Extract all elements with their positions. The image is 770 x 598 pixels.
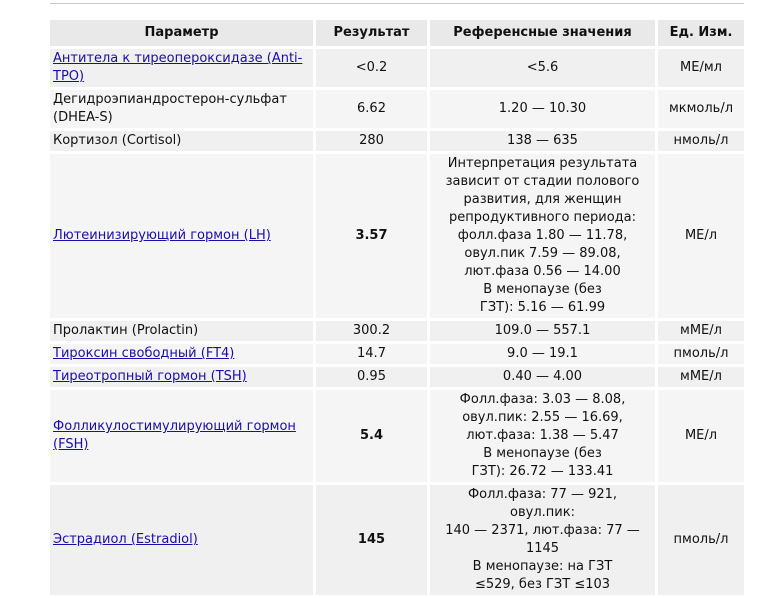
reference-line: В менопаузе (без <box>483 282 602 297</box>
row-result: 3.57 <box>316 154 430 318</box>
row-unit: пмоль/л <box>658 485 744 595</box>
header-row: Параметр Результат Референсные значения … <box>50 20 744 46</box>
row-reference: 109.0 — 557.1 <box>430 321 658 341</box>
table-row: Эстрадиол (Estradiol) 145 Фолл.фаза: 77 … <box>50 485 744 595</box>
table-row: Лютеинизирующий гормон (LH) 3.57 Интерпр… <box>50 154 744 318</box>
row-result: 145 <box>316 485 430 595</box>
row-parameter: Фолликулостимулирующий гормон (FSH) <box>50 390 316 482</box>
reference-line: 138 — 635 <box>507 133 578 148</box>
reference-line: 109.0 — 557.1 <box>494 323 591 338</box>
row-result: 300.2 <box>316 321 430 341</box>
parameter-link[interactable]: Лютеинизирующий гормон (LH) <box>53 228 271 243</box>
table-row: Фолликулостимулирующий гормон (FSH) 5.4 … <box>50 390 744 482</box>
parameter-text: Дегидроэпиандростерон-сульфат (DHEA-S) <box>53 92 287 125</box>
reference-line: ГЗТ): 26.72 — 133.41 <box>471 464 614 479</box>
row-parameter: Кортизол (Cortisol) <box>50 131 316 151</box>
row-reference: <5.6 <box>430 49 658 87</box>
reference-line: 0.40 — 4.00 <box>502 369 583 384</box>
row-reference: 138 — 635 <box>430 131 658 151</box>
reference-line: фолл.фаза 1.80 — 11.78, <box>457 228 628 243</box>
row-reference: 9.0 — 19.1 <box>430 344 658 364</box>
reference-line: 140 — 2371, лют.фаза: 77 — 1145 <box>445 523 640 556</box>
top-divider <box>50 3 744 4</box>
row-unit: мМЕ/л <box>658 321 744 341</box>
row-result: 14.7 <box>316 344 430 364</box>
table-row: Кортизол (Cortisol) 280 138 — 635 нмоль/… <box>50 131 744 151</box>
parameter-text: Кортизол (Cortisol) <box>53 133 182 148</box>
parameter-link[interactable]: Антитела к тиреопероксидазе (Anti-TPO) <box>53 51 303 84</box>
row-parameter: Антитела к тиреопероксидазе (Anti-TPO) <box>50 49 316 87</box>
row-unit: МЕ/л <box>658 390 744 482</box>
row-parameter: Тироксин свободный (FT4) <box>50 344 316 364</box>
row-parameter: Дегидроэпиандростерон-сульфат (DHEA-S) <box>50 90 316 128</box>
row-reference: 1.20 — 10.30 <box>430 90 658 128</box>
reference-line: Интерпретация результата <box>447 156 638 171</box>
reference-line: развития, для женщин <box>463 192 622 207</box>
table-row: Тироксин свободный (FT4) 14.7 9.0 — 19.1… <box>50 344 744 364</box>
row-unit: мкмоль/л <box>658 90 744 128</box>
row-unit: нмоль/л <box>658 131 744 151</box>
reference-line: овул.пик: 2.55 — 16.69, <box>462 410 623 425</box>
row-result: 5.4 <box>316 390 430 482</box>
row-reference: 0.40 — 4.00 <box>430 367 658 387</box>
reference-line: ≤529, без ГЗТ ≤103 <box>474 577 611 592</box>
reference-line: В менопаузе: на ГЗТ <box>472 559 613 574</box>
table-row: Тиреотропный гормон (TSH) 0.95 0.40 — 4.… <box>50 367 744 387</box>
row-parameter: Тиреотропный гормон (TSH) <box>50 367 316 387</box>
row-unit: МЕ/л <box>658 154 744 318</box>
reference-line: лют.фаза: 1.38 — 5.47 <box>466 428 619 443</box>
row-parameter: Эстрадиол (Estradiol) <box>50 485 316 595</box>
row-reference: Интерпретация результата зависит от стад… <box>430 154 658 318</box>
reference-line: Фолл.фаза: 3.03 — 8.08, <box>459 392 626 407</box>
row-result: 0.95 <box>316 367 430 387</box>
parameter-link[interactable]: Эстрадиол (Estradiol) <box>53 532 198 547</box>
header-result: Результат <box>316 20 430 46</box>
row-result: <0.2 <box>316 49 430 87</box>
row-result: 6.62 <box>316 90 430 128</box>
row-reference: Фолл.фаза: 77 — 921, овул.пик: 140 — 237… <box>430 485 658 595</box>
parameter-link[interactable]: Фолликулостимулирующий гормон (FSH) <box>53 419 296 452</box>
reference-line: 1.20 — 10.30 <box>498 101 587 116</box>
reference-line: Фолл.фаза: 77 — 921, овул.пик: <box>467 487 618 520</box>
table-row: Дегидроэпиандростерон-сульфат (DHEA-S) 6… <box>50 90 744 128</box>
row-parameter: Пролактин (Prolactin) <box>50 321 316 341</box>
reference-line: зависит от стадии полового <box>445 174 640 189</box>
reference-line: репродуктивного периода: <box>448 210 637 225</box>
row-reference: Фолл.фаза: 3.03 — 8.08, овул.пик: 2.55 —… <box>430 390 658 482</box>
header-unit: Ед. Изм. <box>658 20 744 46</box>
parameter-link[interactable]: Тиреотропный гормон (TSH) <box>53 369 247 384</box>
table-row: Антитела к тиреопероксидазе (Anti-TPO) <… <box>50 49 744 87</box>
row-unit: мМЕ/л <box>658 367 744 387</box>
table-row: Пролактин (Prolactin) 300.2 109.0 — 557.… <box>50 321 744 341</box>
reference-line: овул.пик 7.59 — 89.08, <box>464 246 621 261</box>
header-parameter: Параметр <box>50 20 316 46</box>
reference-line: ГЗТ): 5.16 — 61.99 <box>479 300 606 315</box>
lab-results-table: Параметр Результат Референсные значения … <box>50 17 744 598</box>
row-result: 280 <box>316 131 430 151</box>
parameter-link[interactable]: Тироксин свободный (FT4) <box>53 346 235 361</box>
reference-line: лют.фаза 0.56 — 14.00 <box>464 264 621 279</box>
row-unit: пмоль/л <box>658 344 744 364</box>
reference-line: 9.0 — 19.1 <box>507 346 578 361</box>
row-parameter: Лютеинизирующий гормон (LH) <box>50 154 316 318</box>
reference-line: В менопаузе (без <box>483 446 602 461</box>
parameter-text: Пролактин (Prolactin) <box>53 323 199 338</box>
row-unit: МЕ/мл <box>658 49 744 87</box>
header-reference: Референсные значения <box>430 20 658 46</box>
reference-line: <5.6 <box>526 60 559 75</box>
